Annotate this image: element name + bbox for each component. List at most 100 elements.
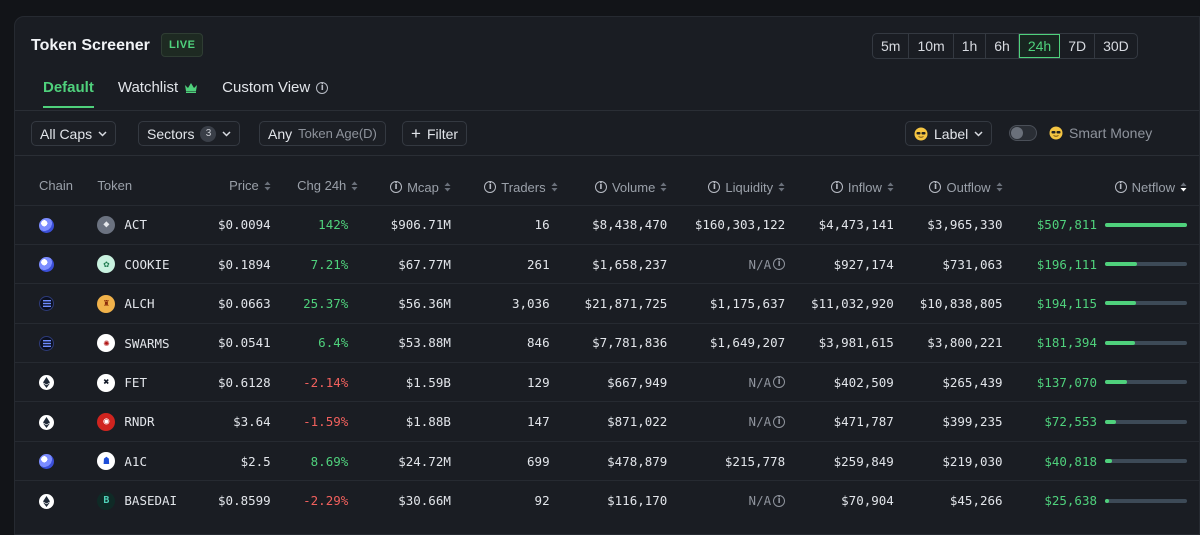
token-cell[interactable]: ✿ COOKIE	[73, 243, 199, 284]
token-screener-panel: Token Screener LIVE 5m 10m 1h 6h 24h 7D 30D De…	[14, 16, 1200, 535]
netflow-bar-fill	[1105, 459, 1112, 464]
price-cell: $2.5	[198, 440, 271, 481]
netflow-value: $25,638	[1044, 493, 1097, 509]
column-header-volume[interactable]: i Volume	[558, 167, 668, 205]
traders-cell: 261	[450, 243, 558, 284]
timeframe-30d[interactable]: 30D	[1103, 38, 1129, 54]
traders-cell: 147	[450, 401, 558, 442]
netflow-cell: $72,553	[1002, 401, 1199, 442]
smart-money-label-group: Smart Money	[1049, 125, 1152, 141]
sunglasses-emoji-icon	[914, 127, 928, 140]
info-icon[interactable]: i	[830, 181, 843, 193]
column-header-netflow[interactable]: i Netflow	[1003, 167, 1199, 205]
column-header-mcap[interactable]: i Mcap	[358, 167, 451, 205]
fet-token-logo-icon: ✖	[97, 373, 116, 392]
info-icon[interactable]: i	[1114, 181, 1127, 193]
table-row[interactable]: ✺ SWARMS $0.0541 6.4% $53.88M 846 $7,781,836 $1…	[15, 322, 1199, 363]
info-icon[interactable]: i	[773, 376, 786, 389]
table-row[interactable]: B BASEDAI $0.8599 -2.29% $30.66M 92 $116,170 N/…	[15, 480, 1199, 521]
column-header-token: Token	[97, 178, 133, 194]
traders-cell: 846	[450, 322, 558, 363]
price-cell: $0.6128	[198, 362, 271, 402]
tab-watchlist[interactable]: Watchlist	[106, 79, 210, 108]
tab-custom-view[interactable]: Custom View i	[210, 79, 340, 108]
inflow-cell: $11,032,920	[785, 283, 894, 324]
column-header-inflow[interactable]: i Inflow	[785, 167, 894, 205]
table-row[interactable]: ♜ ALCH $0.0663 25.37% $56.36M 3,036 $21,871,72…	[15, 283, 1199, 324]
token-cell[interactable]: ♜ ALCH	[73, 283, 199, 324]
column-header-liquidity[interactable]: i Liquidity	[667, 167, 785, 205]
token-cell[interactable]: ☗ A1C	[73, 440, 199, 481]
info-icon[interactable]: i	[773, 258, 786, 271]
info-icon[interactable]: i	[773, 494, 786, 507]
table-row[interactable]: ☗ A1C $2.5 8.69% $24.72M 699 $478,879 $215,778 $…	[15, 440, 1199, 481]
timeframe-5m[interactable]: 5m	[873, 34, 910, 58]
token-cell[interactable]: ◉ RNDR	[73, 401, 199, 442]
info-icon[interactable]: i	[929, 181, 942, 193]
timeframe-24h[interactable]: 24h	[1018, 34, 1061, 58]
info-icon[interactable]: i	[390, 181, 403, 193]
add-filter-button[interactable]: + Filter	[402, 121, 468, 146]
mcap-cell: $53.88M	[358, 322, 451, 363]
timeframe-7d[interactable]: 7D	[1060, 34, 1096, 58]
act-token-logo-icon: ◆	[97, 215, 116, 234]
info-icon[interactable]: i	[708, 181, 721, 193]
chevron-down-icon	[974, 130, 983, 137]
timeframe-6h[interactable]: 6h	[986, 34, 1019, 58]
token-symbol: BASEDAI	[124, 493, 178, 509]
netflow-value: $72,553	[1044, 414, 1097, 430]
sort-icon	[444, 182, 451, 192]
outflow-cell: $3,800,221	[893, 322, 1003, 363]
ethereum-chain-icon	[39, 375, 54, 391]
netflow-cell: $137,070	[1002, 362, 1199, 402]
token-cell[interactable]: ◆ ACT	[73, 204, 199, 245]
live-badge: LIVE	[161, 33, 204, 57]
table-row[interactable]: ◆ ACT $0.0094 142% $906.71M 16 $8,438,470 $160,…	[15, 204, 1199, 245]
netflow-cell: $194,115	[1002, 283, 1199, 324]
column-header-price[interactable]: Price	[198, 167, 271, 205]
chg24h-cell: 7.21%	[270, 243, 359, 284]
table-header-row: Chain Token Price Chg 24h i Mcap i Traders…	[15, 167, 1199, 205]
token-cell[interactable]: B BASEDAI	[73, 480, 199, 521]
price-cell: $0.0541	[198, 322, 271, 363]
netflow-bar-fill	[1105, 498, 1110, 503]
column-header-outflow-label: Outflow	[946, 179, 991, 195]
column-header-chg24h[interactable]: Chg 24h	[271, 167, 359, 205]
chg24h-cell: 6.4%	[270, 322, 359, 363]
table-row[interactable]: ✖ FET $0.6128 -2.14% $1.59B 129 $667,949 N/A i $4…	[15, 362, 1199, 402]
a1c-token-logo-icon: ☗	[97, 452, 116, 471]
chevron-down-icon	[98, 130, 107, 137]
chain-cell	[15, 322, 74, 363]
chg24h-cell: 25.37%	[270, 283, 359, 324]
outflow-cell: $219,030	[893, 440, 1003, 481]
info-icon[interactable]: i	[773, 415, 786, 428]
liquidity-value: $1,649,207	[709, 335, 786, 351]
info-icon[interactable]: i	[316, 81, 329, 94]
timeframe-1h[interactable]: 1h	[954, 34, 987, 58]
column-header-outflow[interactable]: i Outflow	[894, 167, 1003, 205]
tabs-divider	[15, 110, 1199, 111]
caps-dropdown[interactable]: All Caps	[31, 121, 117, 146]
token-cell[interactable]: ✖ FET	[73, 362, 199, 402]
mcap-cell: $30.66M	[358, 480, 451, 521]
timeframe-10m[interactable]: 10m	[909, 34, 954, 58]
inflow-cell: $3,981,615	[785, 322, 894, 363]
info-icon[interactable]: i	[484, 181, 497, 193]
table-row[interactable]: ✿ COOKIE $0.1894 7.21% $67.77M 261 $1,658,237 N…	[15, 243, 1199, 284]
swarms-token-logo-icon: ✺	[97, 334, 116, 353]
smart-money-toggle[interactable]	[1009, 125, 1037, 141]
chg24h-cell: -1.59%	[270, 401, 359, 442]
info-icon[interactable]: i	[594, 181, 607, 193]
volume-cell: $7,781,836	[557, 322, 668, 363]
traders-cell: 16	[450, 204, 558, 245]
token-age-filter[interactable]: Any Token Age(D)	[259, 121, 386, 146]
liquidity-cell: N/A i	[667, 401, 786, 442]
netflow-cell: $507,811	[1002, 204, 1199, 245]
column-header-traders[interactable]: i Traders	[451, 167, 558, 205]
tab-default[interactable]: Default	[31, 79, 106, 108]
sectors-dropdown[interactable]: Sectors 3	[138, 121, 241, 146]
token-cell[interactable]: ✺ SWARMS	[73, 322, 199, 363]
table-row[interactable]: ◉ RNDR $3.64 -1.59% $1.88B 147 $871,022 N/A i $47…	[15, 401, 1199, 442]
label-dropdown[interactable]: Label	[905, 121, 993, 146]
token-symbol: ALCH	[124, 296, 155, 312]
